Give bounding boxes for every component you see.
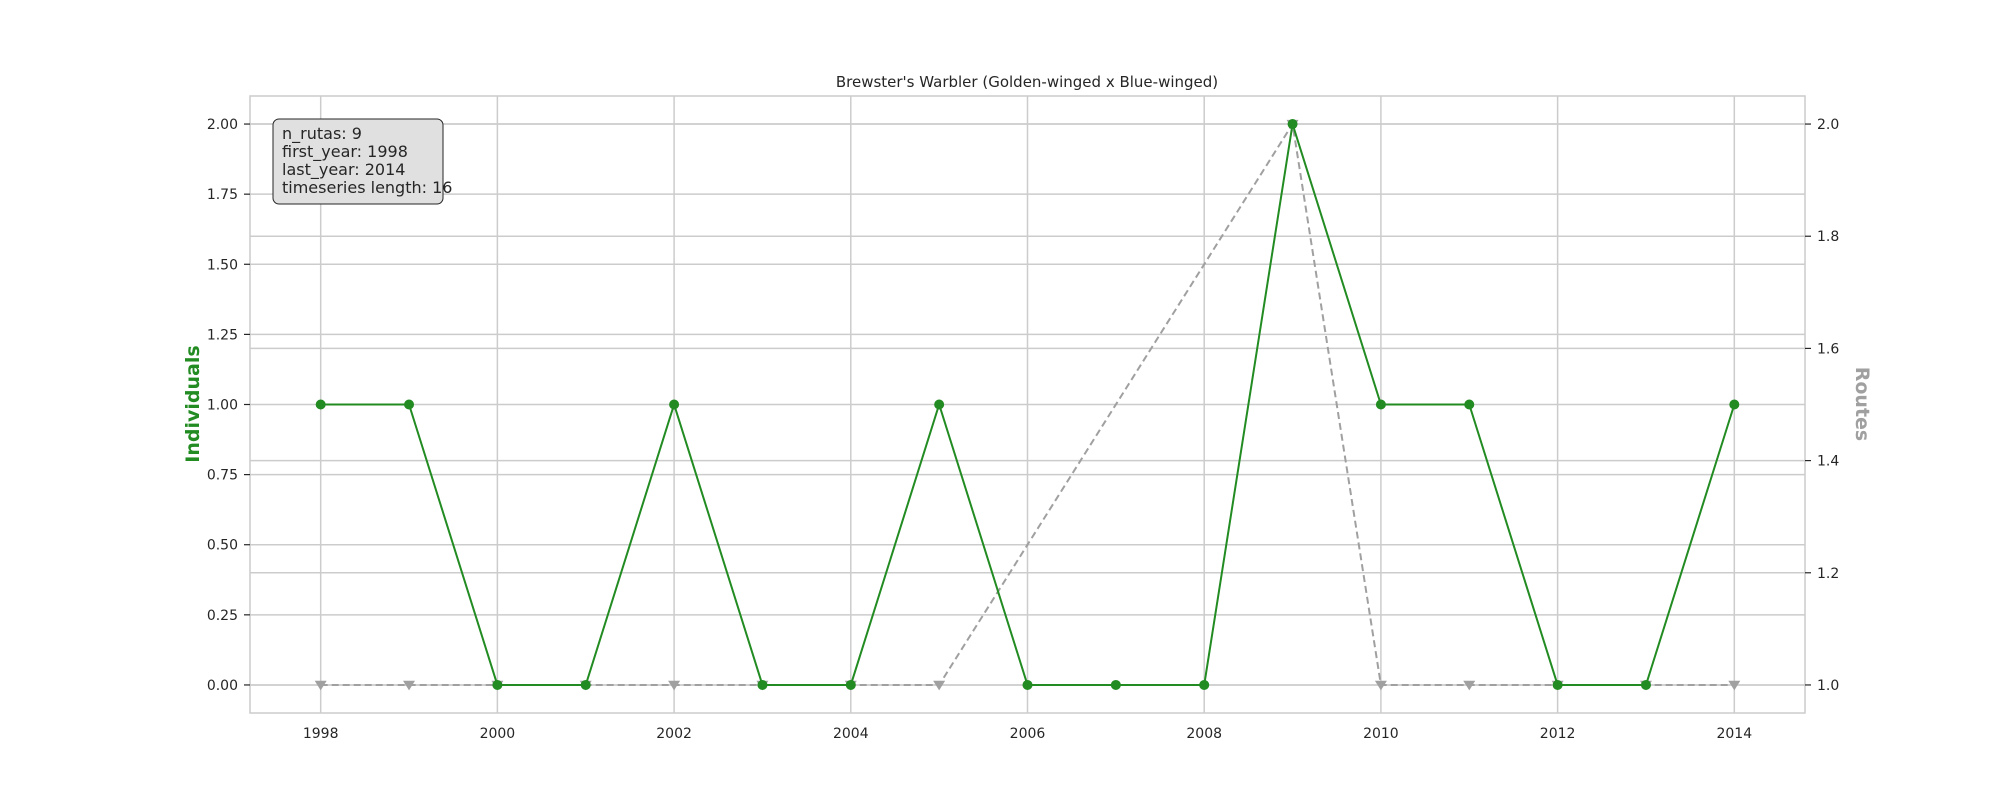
routes-point bbox=[403, 680, 416, 691]
axes: 1998 2000 2002 2004 2006 2008 2010 2012 2014 0.00… bbox=[207, 117, 1840, 742]
y-left-tick-label: 0.50 bbox=[207, 538, 238, 554]
individuals-point bbox=[757, 679, 768, 690]
series-layer bbox=[314, 119, 1741, 691]
individuals-point bbox=[845, 679, 856, 690]
individuals-point bbox=[934, 399, 945, 410]
individuals-point bbox=[1729, 399, 1740, 410]
info-line-first-year: first_year: 1998 bbox=[282, 142, 408, 162]
x-tick-label: 2010 bbox=[1363, 726, 1399, 742]
y-left-tick-label: 0.75 bbox=[207, 468, 238, 484]
info-box: n_rutas: 9 first_year: 1998 last_year: 2… bbox=[272, 118, 452, 205]
y-left-tick-label: 0.00 bbox=[207, 678, 238, 694]
x-tick-label: 2000 bbox=[480, 726, 516, 742]
individuals-point bbox=[1022, 679, 1033, 690]
y-axis-label-left: Individuals bbox=[182, 345, 204, 462]
x-tick-label: 2002 bbox=[656, 726, 692, 742]
individuals-point bbox=[1640, 679, 1651, 690]
y-left-tick-label: 1.75 bbox=[207, 187, 238, 203]
routes-point bbox=[1374, 680, 1387, 691]
info-line-n-rutas: n_rutas: 9 bbox=[282, 124, 362, 144]
routes-point bbox=[1728, 680, 1741, 691]
y-left-tick-label: 1.50 bbox=[207, 257, 238, 273]
routes-point bbox=[933, 680, 946, 691]
x-tick-label: 2006 bbox=[1010, 726, 1046, 742]
individuals-point bbox=[1110, 679, 1121, 690]
individuals-point bbox=[669, 399, 680, 410]
individuals-point bbox=[492, 679, 503, 690]
individuals-point bbox=[1464, 399, 1475, 410]
info-line-last-year: last_year: 2014 bbox=[282, 160, 405, 180]
routes-point bbox=[314, 680, 327, 691]
individuals-point bbox=[315, 399, 326, 410]
individuals-point bbox=[1287, 119, 1298, 130]
info-box-background bbox=[272, 118, 444, 205]
grid bbox=[250, 96, 1805, 713]
y-right-tick-label: 1.2 bbox=[1817, 566, 1839, 582]
individuals-point bbox=[580, 679, 591, 690]
info-line-timeseries-length: timeseries length: 16 bbox=[282, 178, 452, 197]
x-tick-label: 2014 bbox=[1716, 726, 1752, 742]
individuals-point bbox=[1552, 679, 1563, 690]
chart-title: Brewster's Warbler (Golden-winged x Blue… bbox=[836, 73, 1218, 91]
y-left-tick-label: 1.00 bbox=[207, 398, 238, 414]
y-right-tick-label: 1.0 bbox=[1817, 678, 1839, 694]
routes-point bbox=[1463, 680, 1476, 691]
y-right-tick-label: 2.0 bbox=[1817, 117, 1839, 133]
individuals-point bbox=[404, 399, 415, 410]
y-axis-label-right: Routes bbox=[1851, 367, 1873, 442]
individuals-point bbox=[1375, 399, 1386, 410]
y-left-tick-label: 0.25 bbox=[207, 608, 238, 624]
individuals-point bbox=[1199, 679, 1210, 690]
x-tick-label: 1998 bbox=[303, 726, 339, 742]
y-right-tick-label: 1.6 bbox=[1817, 341, 1839, 357]
y-left-tick-label: 1.25 bbox=[207, 327, 238, 343]
x-tick-label: 2008 bbox=[1186, 726, 1222, 742]
y-right-tick-label: 1.4 bbox=[1817, 454, 1839, 470]
routes-point bbox=[668, 680, 681, 691]
x-tick-label: 2004 bbox=[833, 726, 869, 742]
y-left-tick-label: 2.00 bbox=[207, 117, 238, 133]
x-tick-label: 2012 bbox=[1540, 726, 1576, 742]
y-right-tick-label: 1.8 bbox=[1817, 229, 1839, 245]
